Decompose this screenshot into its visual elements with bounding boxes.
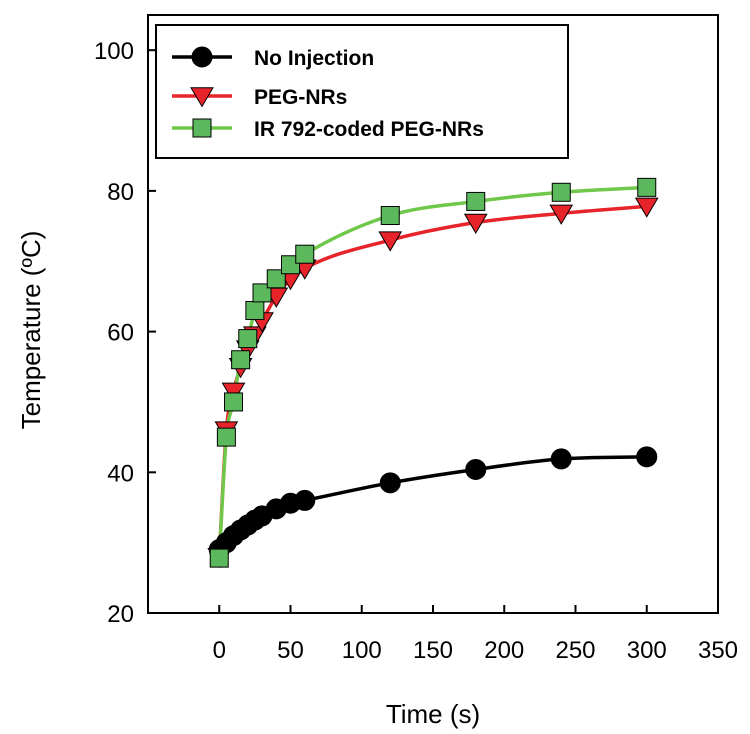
x-tick-label: 50 <box>277 637 304 664</box>
data-point <box>245 300 265 320</box>
x-tick-label: 300 <box>627 637 667 664</box>
legend-label: IR 792-coded PEG-NRs <box>254 118 484 141</box>
legend-label: PEG-NRs <box>254 86 347 109</box>
legend: No Injection PEG-NRs IR 792-coded PEG-NRs <box>155 24 569 159</box>
data-point <box>252 283 272 303</box>
x-tick-label: 150 <box>413 637 453 664</box>
x-tick-label: 200 <box>484 637 524 664</box>
legend-label: No Injection <box>254 47 374 70</box>
legend-marker <box>191 46 213 68</box>
x-tick-label: 250 <box>555 637 595 664</box>
series-markers <box>207 177 659 569</box>
data-point <box>216 427 236 447</box>
data-point <box>294 489 316 511</box>
y-tick-label: 60 <box>107 320 134 347</box>
data-point <box>281 255 300 275</box>
data-point <box>238 329 258 349</box>
data-point <box>550 448 572 470</box>
data-point <box>379 472 401 494</box>
data-point <box>634 197 659 218</box>
y-tick-label: 100 <box>94 38 134 65</box>
legend-marker <box>190 87 214 108</box>
legend-marker <box>192 118 212 138</box>
y-tick-label: 20 <box>107 601 134 628</box>
y-axis-title: Temperature (ºC) <box>16 231 46 430</box>
x-tick-label: 0 <box>213 637 226 664</box>
x-tick-label: 100 <box>342 637 382 664</box>
data-point <box>209 548 229 568</box>
data-point <box>549 204 574 225</box>
axis-ticks: 0 50 100 150 200 250 300 350 20 40 60 80 100 <box>94 38 738 664</box>
data-point <box>295 244 315 264</box>
legend-box <box>155 24 569 159</box>
y-tick-label: 80 <box>107 179 134 206</box>
x-axis-title: Time (s) <box>386 699 480 729</box>
data-point <box>231 350 251 370</box>
data-point <box>636 446 658 468</box>
legend-items: No Injection PEG-NRs IR 792-coded PEG-NRs <box>172 46 484 141</box>
data-point <box>466 191 486 211</box>
data-point <box>465 458 487 480</box>
data-point <box>266 269 286 289</box>
y-tick-label: 40 <box>107 460 134 487</box>
data-point <box>380 206 400 226</box>
data-point <box>463 213 488 234</box>
data-point <box>637 177 657 197</box>
x-tick-label: 350 <box>698 637 738 664</box>
data-point <box>224 392 243 412</box>
data-point <box>378 231 403 252</box>
data-point <box>551 182 571 202</box>
